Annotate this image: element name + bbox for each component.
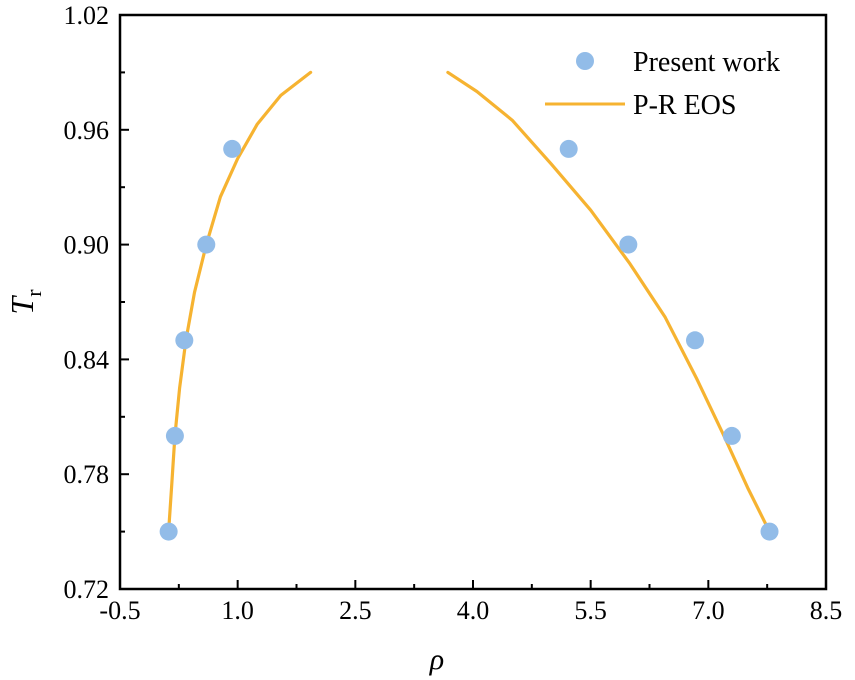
x-tick-label: 4.0 <box>457 596 490 625</box>
y-tick-label: 1.02 <box>64 1 110 30</box>
y-tick-label: 0.90 <box>64 231 110 260</box>
x-tick-label: 8.5 <box>810 596 843 625</box>
present-work-point <box>760 522 779 541</box>
legend-label-pr-eos: P-R EOS <box>633 90 736 121</box>
x-tick-label: 2.5 <box>339 596 372 625</box>
present-work-point <box>165 426 184 445</box>
y-axis-title-subscript: r <box>21 289 46 297</box>
series-layer <box>159 70 779 541</box>
legend: Present work P-R EOS <box>545 47 780 121</box>
x-tick-label: -0.5 <box>99 596 140 625</box>
y-tick-label: 0.72 <box>64 575 110 604</box>
labels-layer: -0.5 1.0 2.5 4.0 5.5 7.0 8.5 0.72 0.78 0.84 0.90 0.… <box>64 1 843 625</box>
y-tick-label: 0.96 <box>64 116 110 145</box>
legend-label-present-work: Present work <box>633 47 780 78</box>
x-tick-label: 5.5 <box>574 596 607 625</box>
present-work-point <box>685 331 704 350</box>
present-work-point <box>559 139 578 158</box>
pr-eos-curve-segment <box>167 70 313 534</box>
y-tick-label: 0.78 <box>64 460 110 489</box>
legend-marker-present-work <box>576 52 594 70</box>
present-work-point <box>223 139 242 158</box>
present-work-point <box>197 235 216 254</box>
y-tick-label: 0.84 <box>64 345 110 374</box>
present-work-point <box>159 522 178 541</box>
x-tick-label: 1.0 <box>221 596 254 625</box>
present-work-point <box>722 426 741 445</box>
present-work-point <box>175 331 194 350</box>
x-tick-label: 7.0 <box>692 596 725 625</box>
pr-eos-curve-segment <box>446 70 772 534</box>
y-axis-title: Tr <box>4 289 46 315</box>
ticks-layer <box>119 14 827 590</box>
present-work-point <box>619 235 638 254</box>
y-axis-title-main: T <box>4 295 40 315</box>
x-axis-title: ρ <box>429 643 444 676</box>
